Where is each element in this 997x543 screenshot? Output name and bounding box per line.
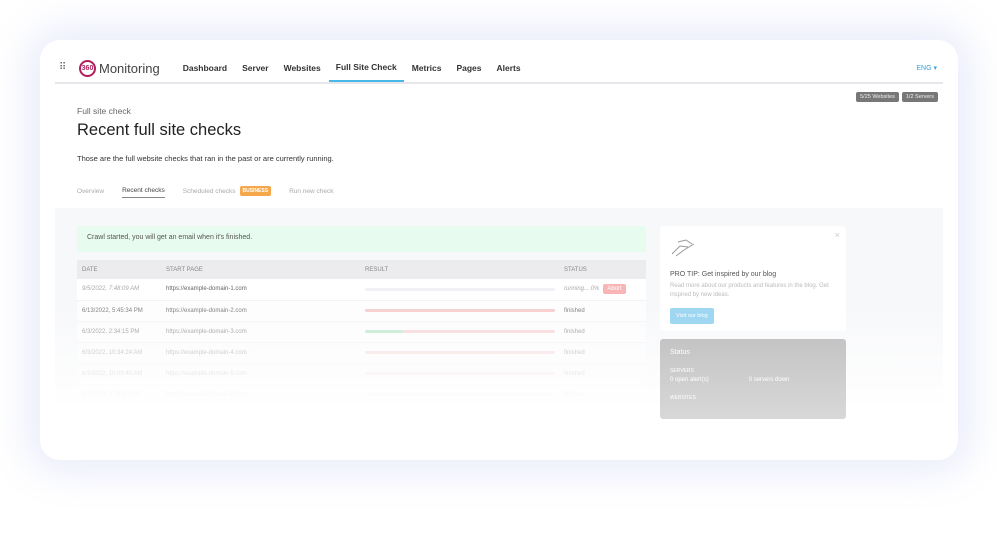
result-bar-fail [365, 372, 555, 375]
status-text: finished [564, 349, 585, 356]
row-date: 6/3/2022, 10:09:40 AM [77, 363, 161, 385]
row-start-page[interactable]: https://example-domain-1.com [161, 279, 360, 301]
result-bar [365, 351, 555, 354]
success-alert: Crawl started, you will get an email whe… [77, 226, 646, 252]
row-date: 6/3/2022, 10:34:24 AM [77, 342, 161, 364]
nav-item-server[interactable]: Server [242, 63, 269, 73]
table-row[interactable]: 6/3/2022, 10:09:40 AM https://example-do… [77, 363, 646, 385]
row-date: 6/3/2022, 9:59:40 AM [77, 384, 161, 406]
row-start-page[interactable]: https://example-domain-4.com [161, 342, 360, 364]
result-bar-fail [365, 351, 555, 354]
servers-down: 0 servers down [748, 377, 790, 383]
nav-item-alerts[interactable]: Alerts [496, 63, 521, 73]
result-bar [365, 393, 555, 396]
row-start-page[interactable]: https://example-domain-6.com [161, 384, 360, 406]
col-result: RESULT [360, 260, 559, 279]
status-title: Status [670, 349, 690, 356]
open-alerts: 0 open alert(s) [670, 377, 709, 383]
result-bar [365, 287, 555, 291]
status-text: finished [564, 307, 585, 314]
result-bar-fail [365, 309, 555, 312]
logo-mark: 360 [79, 59, 96, 77]
brand-name: Monitoring [99, 60, 160, 76]
app-window: ⠿ 360 Monitoring Dashboard Server Websites F… [55, 54, 943, 424]
servers-quota-badge: 1/2 Servers [901, 92, 938, 102]
row-start-page[interactable]: https://example-domain-3.com [161, 321, 360, 343]
business-badge: BUSINESS [239, 186, 272, 196]
language-select[interactable]: ENG ▾ [916, 65, 937, 72]
status-card: Status SERVERS 0 open alert(s) 0 servers … [660, 339, 846, 419]
tab-overview[interactable]: Overview [77, 187, 105, 195]
col-date: DATE [77, 260, 161, 279]
row-status: finished [559, 363, 646, 385]
result-bar [365, 330, 555, 333]
tab-run-new-check[interactable]: Run new check [289, 187, 334, 195]
status-text: finished [564, 391, 585, 398]
result-bar-fail [403, 330, 555, 333]
nav-item-full-site-check[interactable]: Full Site Check [328, 54, 404, 82]
breadcrumb: Full site check [77, 106, 131, 116]
row-result [360, 279, 559, 301]
pro-tip-card: × PRO TIP: Get inspired by our blog Read… [660, 226, 846, 331]
row-result [360, 384, 559, 406]
result-bar [365, 309, 555, 312]
row-date: 6/3/2022, 2:34:15 PM [77, 321, 161, 343]
row-result [360, 363, 559, 385]
row-status: finished [559, 342, 646, 364]
col-start-page: START PAGE [161, 260, 360, 279]
result-bar-pass [365, 330, 403, 333]
table-row[interactable]: 9/5/2022, 7:48:09 AM https://example-dom… [77, 279, 646, 301]
row-status: running... 0% Abort [559, 279, 646, 301]
row-status: finished [559, 384, 646, 406]
nav-item-pages[interactable]: Pages [456, 63, 482, 73]
result-bar-pass [365, 393, 555, 396]
row-start-page[interactable]: https://example-domain-5.com [161, 363, 360, 385]
row-date: 9/5/2022, 7:48:09 AM [77, 279, 161, 301]
row-status: finished [559, 300, 646, 322]
apps-grid-icon[interactable]: ⠿ [59, 62, 67, 73]
page-title: Recent full site checks [77, 121, 242, 139]
servers-label: SERVERS [670, 368, 694, 374]
close-icon[interactable]: × [834, 230, 840, 240]
checks-table: DATE START PAGE RESULT STATUS 9/5/2022, … [77, 260, 646, 406]
nav-item-dashboard[interactable]: Dashboard [182, 63, 228, 73]
websites-quota-badge: 5/25 Websites [856, 92, 899, 102]
row-start-page[interactable]: https://example-domain-2.com [161, 300, 360, 322]
table-row[interactable]: 6/3/2022, 10:34:24 AM https://example-do… [77, 342, 646, 364]
tab-recent-checks[interactable]: Recent checks [122, 187, 165, 198]
nav-item-metrics[interactable]: Metrics [411, 63, 442, 73]
table-row[interactable]: 6/13/2022, 5:45:34 PM https://example-do… [77, 300, 646, 322]
table-row[interactable]: 6/3/2022, 2:34:15 PM https://example-dom… [77, 321, 646, 343]
tip-text: Read more about our products and feature… [670, 283, 829, 298]
nav-item-websites[interactable]: Websites [283, 63, 321, 73]
row-result [360, 321, 559, 343]
visit-blog-button[interactable]: Visit our blog [670, 308, 714, 324]
page-description: Those are the full website checks that r… [77, 154, 334, 163]
row-status: finished [559, 321, 646, 343]
abort-button[interactable]: Abort [603, 284, 626, 295]
status-text: running... 0% [564, 286, 600, 293]
row-date: 6/13/2022, 5:45:34 PM [77, 300, 161, 322]
status-text: finished [564, 370, 585, 377]
tab-scheduled-checks[interactable]: Scheduled checks [182, 187, 236, 195]
row-result [360, 300, 559, 322]
websites-label: WEBSITES [670, 395, 696, 401]
top-nav: ⠿ 360 Monitoring Dashboard Server Websites F… [55, 54, 943, 84]
table-row[interactable]: 6/3/2022, 9:59:40 AM https://example-dom… [77, 384, 646, 406]
result-bar [365, 372, 555, 375]
row-result [360, 342, 559, 364]
tip-title: PRO TIP: Get inspired by our blog [670, 271, 777, 278]
logo[interactable]: 360 Monitoring [79, 59, 160, 77]
handshake-icon [671, 239, 695, 257]
status-text: finished [564, 328, 585, 335]
col-status: STATUS [559, 260, 646, 279]
